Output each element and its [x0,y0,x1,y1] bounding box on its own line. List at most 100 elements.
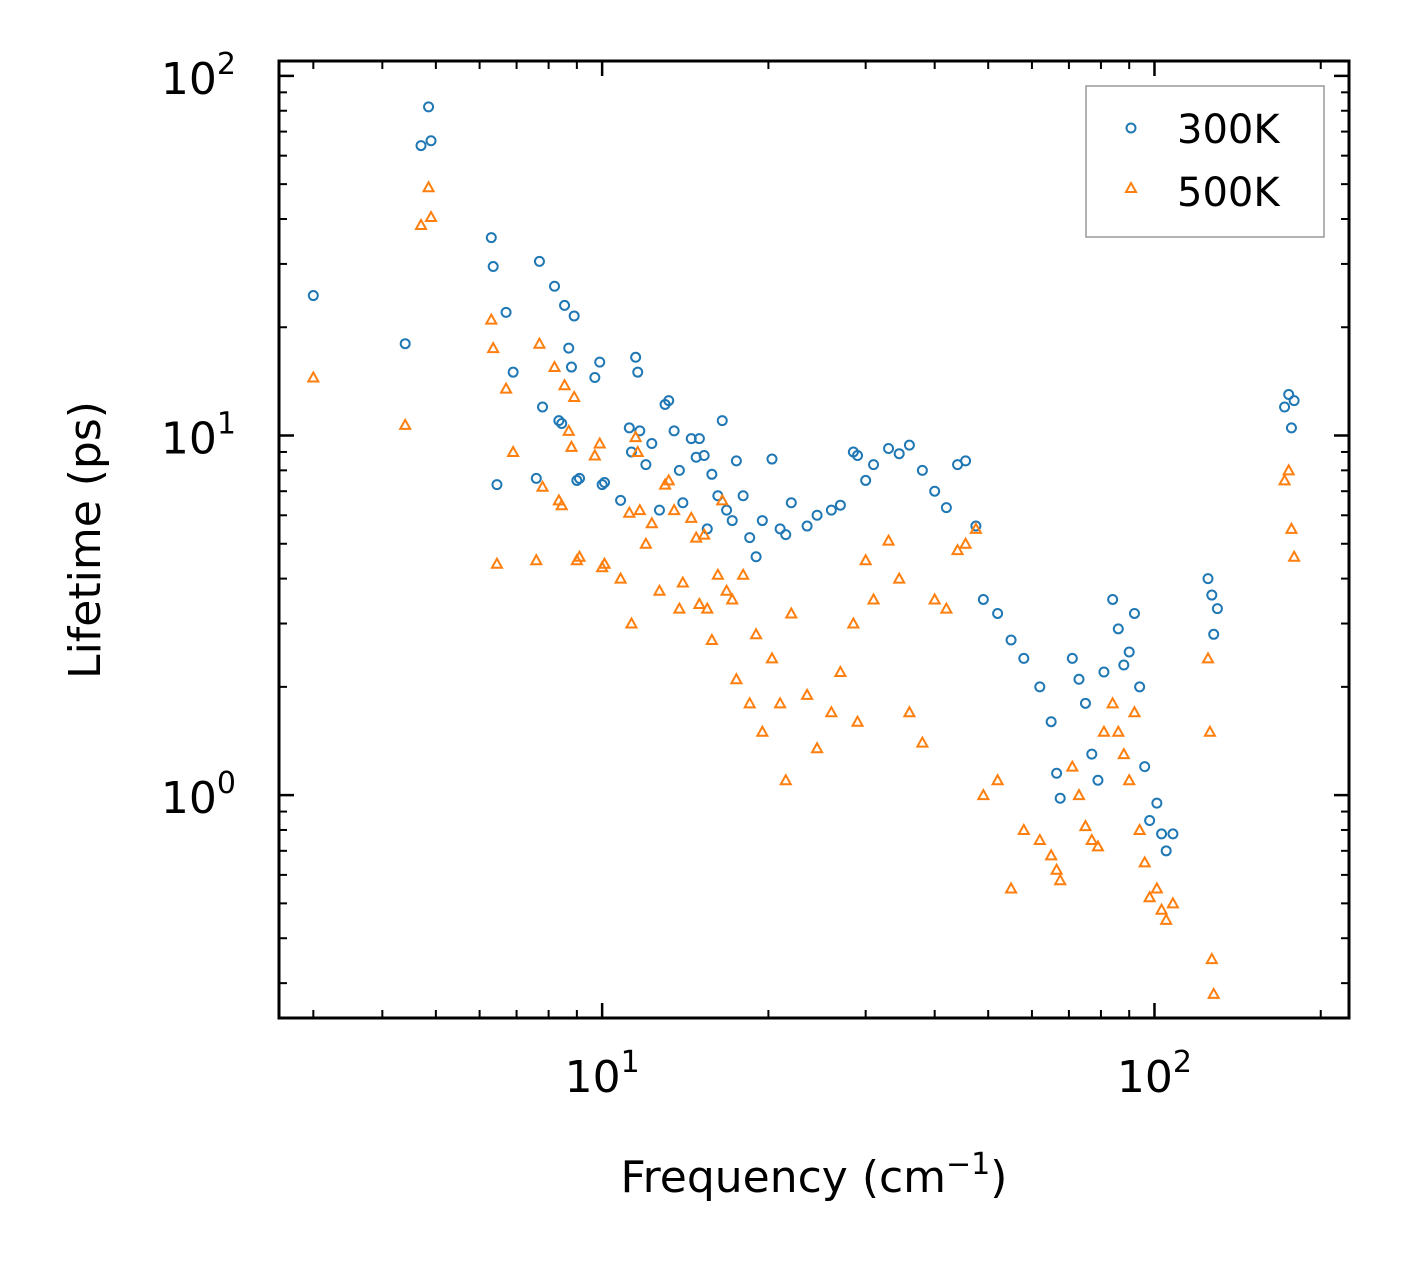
data-point-500k [1105,696,1120,709]
data-point-500k [1203,724,1217,737]
data-point-500k [1206,986,1221,999]
data-point-300k [1034,681,1046,693]
data-point-300k [623,422,635,434]
data-point-500k [424,209,438,223]
data-point-500k [484,312,499,325]
data-point-300k [307,290,319,302]
data-point-500k [833,664,848,677]
data-point-500k [567,389,581,402]
data-point-500k [1132,822,1147,835]
data-point-300k [653,504,665,516]
data-point-300k [977,593,989,605]
y-tick-label: 100 [161,766,236,824]
data-point-300k [487,261,499,273]
data-point-500k [1137,855,1152,868]
data-point-500k [1154,902,1169,915]
data-point-300k [1144,814,1156,826]
data-point-300k [594,356,606,368]
legend: 300K 500K [1085,85,1325,238]
data-point-300k [852,449,864,461]
data-point-300k [801,520,813,532]
data-point-500k [562,423,576,436]
data-point-300k [940,502,952,514]
x-tick-label: 101 [565,1045,640,1103]
data-point-300k [599,477,611,489]
data-point-300k [574,472,586,484]
data-point-500k [824,705,839,718]
data-point-300k [565,361,577,373]
data-point-300k [1066,652,1078,664]
data-point-300k [1128,607,1140,619]
data-point-500k [672,601,687,614]
data-point-500k [631,444,645,457]
legend-box [1085,85,1325,238]
data-point-300k [589,371,601,383]
data-point-500k [1053,873,1067,886]
data-point-300k [571,474,583,486]
data-point-300k [1112,623,1124,635]
data-point-500k [784,606,798,619]
data-point-300k [1285,422,1297,434]
data-point-500k [1072,788,1086,801]
data-point-300k [415,140,427,152]
data-point-500k [564,439,579,452]
data-point-500k [588,448,602,461]
data-point-500k [1201,651,1215,664]
data-point-300k [677,497,689,509]
data-point-500k [1282,463,1296,476]
data-point-500k [421,180,436,193]
data-point-500k [1044,848,1058,861]
data-point-500k [633,503,647,516]
data-point-500k [1284,521,1299,534]
data-point-500k [749,627,763,640]
data-point-300k [425,135,437,147]
data-point-500k [892,571,906,584]
data-point-500k [976,788,991,801]
data-point-300k [774,523,786,535]
data-point-300k [698,449,710,461]
data-point-500k [1097,724,1111,737]
data-point-500k [881,533,896,546]
data-point-500k [613,571,628,584]
data-point-300k [1092,774,1104,786]
data-point-300k [1098,666,1110,678]
data-point-300k [632,366,644,378]
data-point-500k [597,556,612,569]
data-point-300k [500,306,512,318]
data-point-300k [756,515,768,527]
data-point-500k [958,536,973,549]
plot-frame [277,59,1351,1020]
data-point-300k [556,417,568,429]
data-point-300k [744,532,756,544]
data-point-500k [736,567,750,580]
data-point-500k [662,473,676,486]
data-point-300k [485,232,497,244]
data-point-500k [535,479,550,492]
data-point-500k [939,601,954,614]
data-point-500k [676,575,690,588]
data-point-500k [1004,881,1018,894]
data-point-300k [1156,828,1168,840]
data-point-500k [743,696,757,709]
data-point-500k [1127,705,1142,718]
data-point-500k [773,696,787,709]
data-point-500k [1142,890,1157,903]
data-point-300k [726,515,738,527]
data-point-300k [568,310,580,322]
data-point-300k [533,255,545,267]
data-point-300k [693,433,705,445]
data-point-300k [1134,681,1146,693]
data-point-300k [1151,797,1163,809]
data-point-300k [811,509,823,521]
data-point-500k [689,530,703,543]
data-point-300k [1283,389,1295,401]
data-point-300k [1206,589,1218,601]
data-point-300k [1211,603,1223,615]
data-point-300k [992,607,1004,619]
data-point-500k [628,430,643,443]
data-point-300k [860,474,872,486]
data-point-300k [1167,828,1179,840]
data-point-500k [555,498,569,511]
data-point-300k [785,497,797,509]
data-point-300k [1160,845,1172,857]
